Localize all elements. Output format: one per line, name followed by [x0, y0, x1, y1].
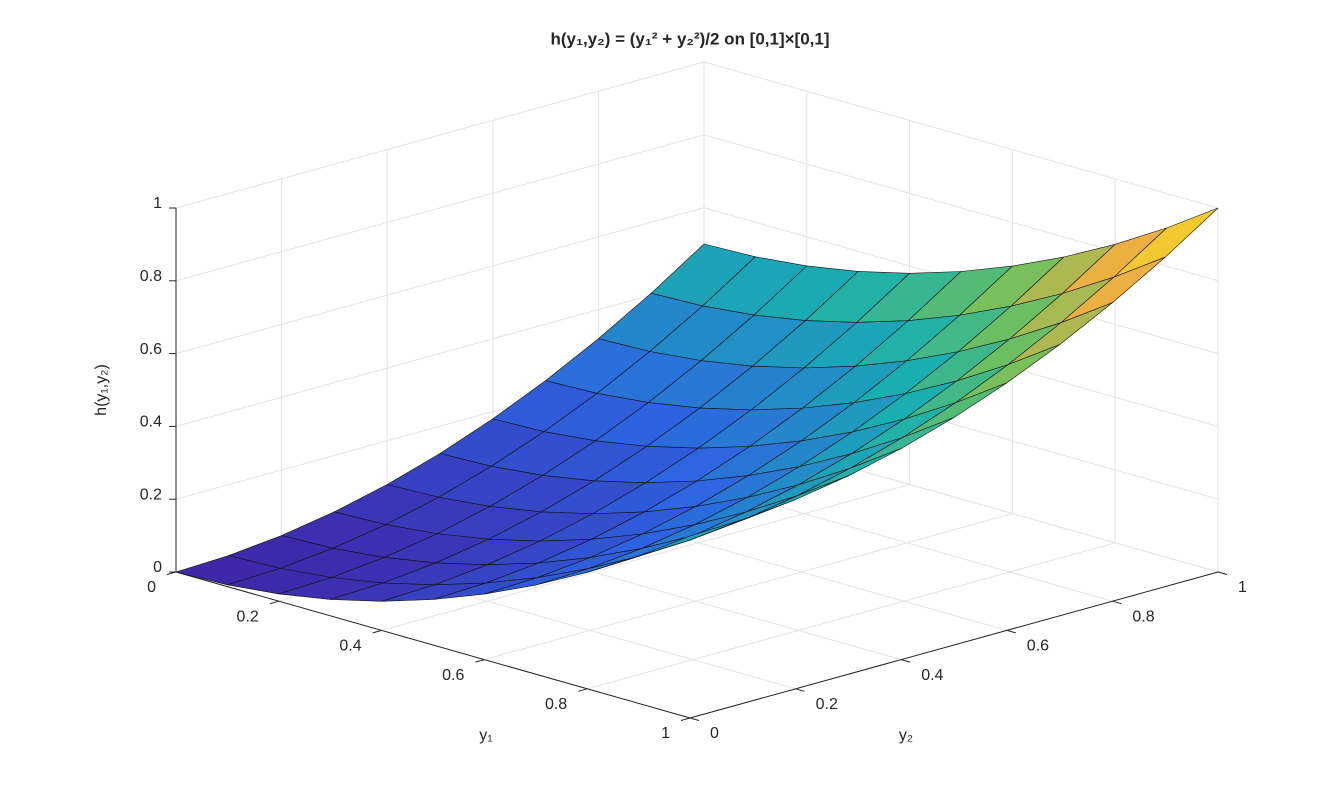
y-tick — [1112, 600, 1122, 605]
x-tick — [166, 571, 177, 575]
y-tick — [795, 688, 805, 692]
grid-line — [484, 513, 1013, 661]
y-axis-label: y₂ — [899, 727, 913, 744]
x-axis — [175, 571, 691, 719]
y-tick — [901, 659, 911, 663]
y-tick-label: 0.6 — [1027, 638, 1049, 655]
grid-line — [587, 542, 1116, 690]
z-tick-label: 0.2 — [140, 486, 162, 503]
z-tick-label: 0.6 — [140, 341, 162, 358]
y-tick-label: 0.8 — [1132, 608, 1154, 625]
z-tick-label: 1 — [153, 195, 162, 212]
x-tick — [372, 629, 382, 634]
chart-title: h(y₁,y₂) = (y₁² + y₂²)/2 on [0,1]×[0,1] — [550, 29, 829, 48]
x-tick-label: 0.6 — [442, 667, 464, 684]
grid-line — [175, 279, 705, 427]
z-tick-label: 0.8 — [140, 268, 162, 285]
x-tick-label: 0.2 — [237, 608, 259, 625]
y-tick-label: 0 — [710, 725, 719, 742]
y-tick-label: 1 — [1238, 579, 1247, 596]
y-tick — [689, 717, 700, 721]
x-tick — [680, 717, 691, 721]
z-tick-label: 0.4 — [140, 414, 162, 431]
y-tick — [1217, 571, 1228, 575]
x-tick-label: 0.4 — [339, 638, 361, 655]
y-axis — [689, 571, 1219, 719]
x-tick-label: 0 — [147, 579, 156, 596]
x-tick — [578, 688, 588, 692]
x-tick — [475, 659, 485, 663]
x-axis-label: y₁ — [479, 727, 492, 744]
y-tick-label: 0.2 — [816, 696, 838, 713]
grid-line — [175, 134, 705, 282]
surface-facet — [638, 519, 744, 557]
grid-line — [175, 207, 705, 355]
y-tick — [1006, 629, 1016, 634]
grid-line — [175, 61, 705, 209]
y-tick-label: 0.4 — [921, 667, 943, 684]
z-tick-label: 0 — [153, 559, 162, 576]
grid-line — [703, 61, 1219, 209]
x-tick-label: 0.8 — [545, 696, 567, 713]
x-tick-label: 1 — [661, 725, 670, 742]
z-axis-label: h(y₁,y₂) — [93, 364, 110, 416]
x-tick — [269, 600, 279, 605]
grid-line — [381, 483, 910, 631]
